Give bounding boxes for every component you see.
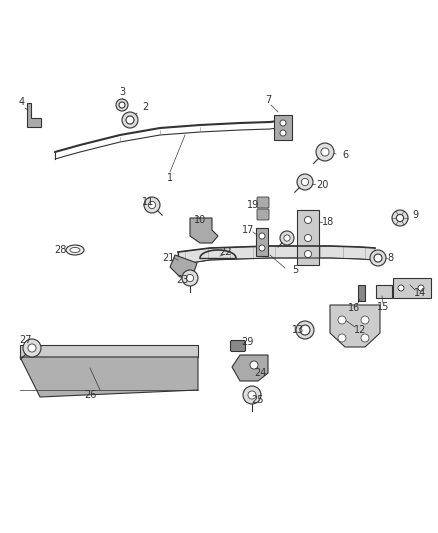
Text: 21: 21: [162, 253, 174, 263]
Circle shape: [361, 334, 369, 342]
Circle shape: [28, 344, 36, 352]
Bar: [376, 285, 392, 298]
Circle shape: [304, 235, 311, 241]
Text: 3: 3: [119, 87, 125, 97]
Circle shape: [304, 216, 311, 223]
Circle shape: [144, 197, 160, 213]
Circle shape: [300, 325, 310, 335]
Polygon shape: [27, 103, 41, 127]
Circle shape: [280, 120, 286, 126]
Text: 7: 7: [265, 95, 271, 105]
Text: 8: 8: [387, 253, 393, 263]
Circle shape: [321, 148, 329, 156]
Text: 22: 22: [219, 247, 231, 257]
Text: 25: 25: [252, 395, 264, 405]
Text: 1: 1: [167, 173, 173, 183]
Circle shape: [122, 112, 138, 128]
FancyBboxPatch shape: [257, 209, 269, 220]
FancyBboxPatch shape: [257, 197, 269, 208]
Text: 6: 6: [342, 150, 348, 160]
Circle shape: [398, 285, 404, 291]
Text: 27: 27: [20, 335, 32, 345]
Circle shape: [116, 99, 128, 111]
Text: 28: 28: [54, 245, 66, 255]
Bar: [274, 115, 292, 140]
Circle shape: [280, 231, 294, 245]
Circle shape: [396, 214, 403, 222]
Text: 19: 19: [247, 200, 259, 210]
Circle shape: [284, 235, 290, 241]
Text: 24: 24: [254, 368, 266, 378]
Circle shape: [297, 174, 313, 190]
Circle shape: [338, 334, 346, 342]
Circle shape: [182, 270, 198, 286]
Text: 23: 23: [176, 275, 188, 285]
Bar: [393, 278, 431, 298]
Text: 10: 10: [194, 215, 206, 225]
Text: 20: 20: [316, 180, 328, 190]
Circle shape: [361, 316, 369, 324]
Text: 2: 2: [142, 102, 148, 112]
Text: 12: 12: [354, 325, 366, 335]
Polygon shape: [170, 255, 197, 277]
Circle shape: [148, 201, 155, 208]
Circle shape: [250, 361, 258, 369]
Text: 17: 17: [242, 225, 254, 235]
Polygon shape: [232, 355, 268, 381]
Circle shape: [23, 339, 41, 357]
Circle shape: [374, 254, 382, 262]
Polygon shape: [190, 218, 218, 243]
Polygon shape: [20, 357, 198, 397]
Polygon shape: [330, 305, 380, 347]
Circle shape: [259, 245, 265, 251]
Bar: [256, 228, 268, 256]
Ellipse shape: [66, 245, 84, 255]
Text: 14: 14: [414, 288, 426, 298]
Bar: [20, 345, 198, 357]
Text: 16: 16: [348, 303, 360, 313]
Text: 9: 9: [412, 210, 418, 220]
Circle shape: [418, 285, 424, 291]
Bar: [297, 210, 319, 265]
Text: 13: 13: [292, 325, 304, 335]
Text: 4: 4: [19, 97, 25, 107]
Circle shape: [316, 143, 334, 161]
Text: 26: 26: [84, 390, 96, 400]
Circle shape: [126, 116, 134, 124]
Text: 11: 11: [142, 197, 154, 207]
Circle shape: [187, 274, 194, 281]
Circle shape: [243, 386, 261, 404]
Circle shape: [119, 102, 125, 108]
FancyBboxPatch shape: [230, 341, 246, 351]
Circle shape: [370, 250, 386, 266]
Text: 18: 18: [322, 217, 334, 227]
Bar: [358, 285, 365, 301]
Circle shape: [280, 130, 286, 136]
Circle shape: [338, 316, 346, 324]
Circle shape: [248, 391, 256, 399]
Text: 5: 5: [292, 265, 298, 275]
Ellipse shape: [70, 247, 80, 253]
Circle shape: [259, 233, 265, 239]
Text: 15: 15: [377, 302, 389, 312]
Circle shape: [304, 251, 311, 257]
Circle shape: [296, 321, 314, 339]
Text: 29: 29: [241, 337, 253, 347]
Polygon shape: [178, 246, 375, 265]
Circle shape: [301, 179, 309, 185]
Circle shape: [392, 210, 408, 226]
